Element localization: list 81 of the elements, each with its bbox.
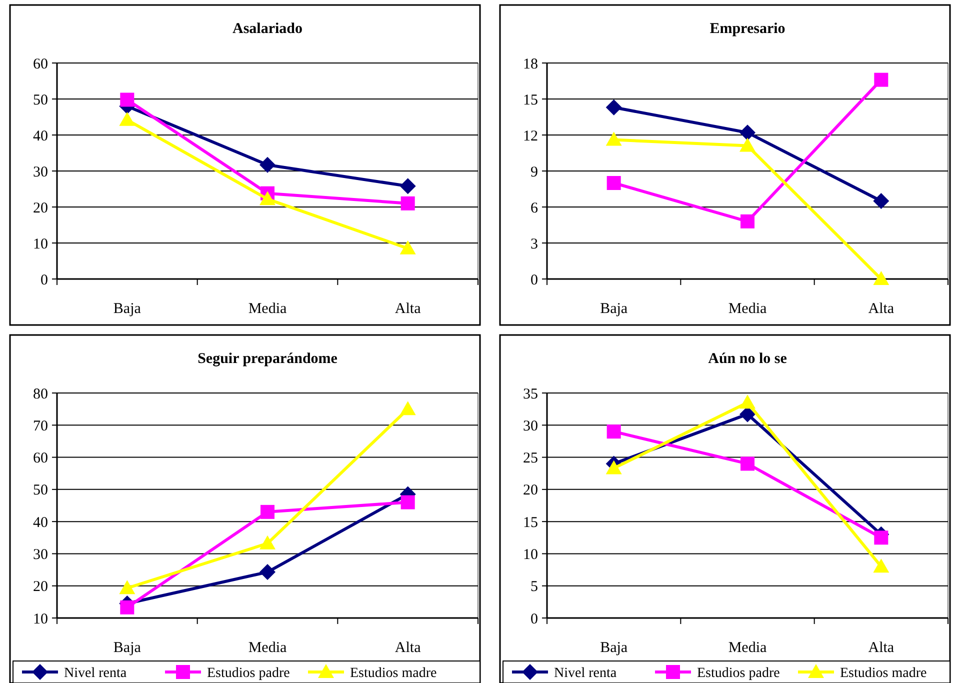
point [873,558,890,573]
chart-title: Aún no lo se [708,351,788,367]
x-tick-label: Alta [868,640,894,656]
chart-title: Seguir preparándome [198,351,338,367]
y-tick-label: 30 [33,164,48,180]
y-tick-label: 70 [33,418,48,434]
point [740,394,756,409]
legend-label: Nivel renta [554,666,618,681]
y-tick-label: 12 [523,128,538,144]
y-tick-label: 18 [523,56,538,72]
point [400,240,416,254]
point [400,178,416,194]
point [873,193,890,209]
y-tick-label: 10 [33,236,48,252]
x-tick-label: Media [248,640,287,656]
point [260,504,274,519]
x-tick-label: Baja [113,640,142,656]
y-tick-label: 35 [523,386,538,402]
x-tick-label: Media [728,301,767,317]
point [119,580,136,594]
chart-title: Empresario [710,21,786,37]
y-tick-label: 40 [33,514,48,531]
y-tick-label: 60 [33,56,48,72]
y-tick-label: 20 [33,200,48,216]
chart-title: Asalariado [232,21,303,37]
point [740,138,756,152]
x-tick-label: Media [728,640,767,656]
legend-label: Nivel renta [64,666,128,681]
y-tick-label: 3 [530,236,538,252]
y-tick-label: 15 [523,514,538,531]
point [874,72,888,87]
y-tick-label: 0 [530,611,538,628]
point [120,92,134,107]
y-tick-label: 80 [33,386,48,402]
y-tick-label: 25 [523,450,538,467]
point [260,535,276,550]
y-tick-label: 15 [523,92,538,108]
y-tick-label: 6 [530,200,538,216]
point [260,564,276,580]
x-tick-label: Alta [394,301,422,317]
x-tick-label: Baja [113,301,142,317]
point [740,456,754,471]
legend-label: Estudios madre [350,666,437,681]
point [400,196,415,210]
y-tick-label: 10 [33,611,48,628]
y-tick-label: 60 [33,450,48,467]
y-tick-label: 50 [33,482,48,499]
point [119,112,136,126]
y-tick-label: 50 [33,92,48,108]
point [260,156,276,173]
y-tick-label: 20 [523,482,538,499]
point [260,191,276,206]
y-tick-label: 30 [523,418,538,434]
y-tick-label: 0 [40,272,48,288]
x-tick-label: Alta [868,301,894,317]
legend-label: Estudios madre [840,666,927,681]
point [606,99,622,116]
point [606,424,621,439]
x-tick-label: Alta [394,640,422,656]
point [606,460,622,474]
x-tick-label: Baja [600,301,628,317]
point [874,530,888,545]
y-tick-label: 9 [530,164,538,180]
y-tick-label: 0 [530,272,538,288]
point [606,176,621,190]
y-tick-label: 10 [523,546,538,563]
point [606,132,622,146]
y-tick-label: 40 [33,128,48,144]
legend-label: Estudios padre [207,666,290,681]
point [740,214,754,228]
point [400,495,415,510]
point [120,600,134,614]
y-tick-label: 30 [33,546,48,563]
y-tick-label: 5 [530,579,538,596]
point [740,124,756,141]
y-tick-label: 20 [33,579,48,596]
legend-label: Estudios padre [697,666,780,681]
point [873,271,890,285]
x-tick-label: Media [248,301,287,317]
point [400,401,416,416]
x-tick-label: Baja [600,640,628,656]
